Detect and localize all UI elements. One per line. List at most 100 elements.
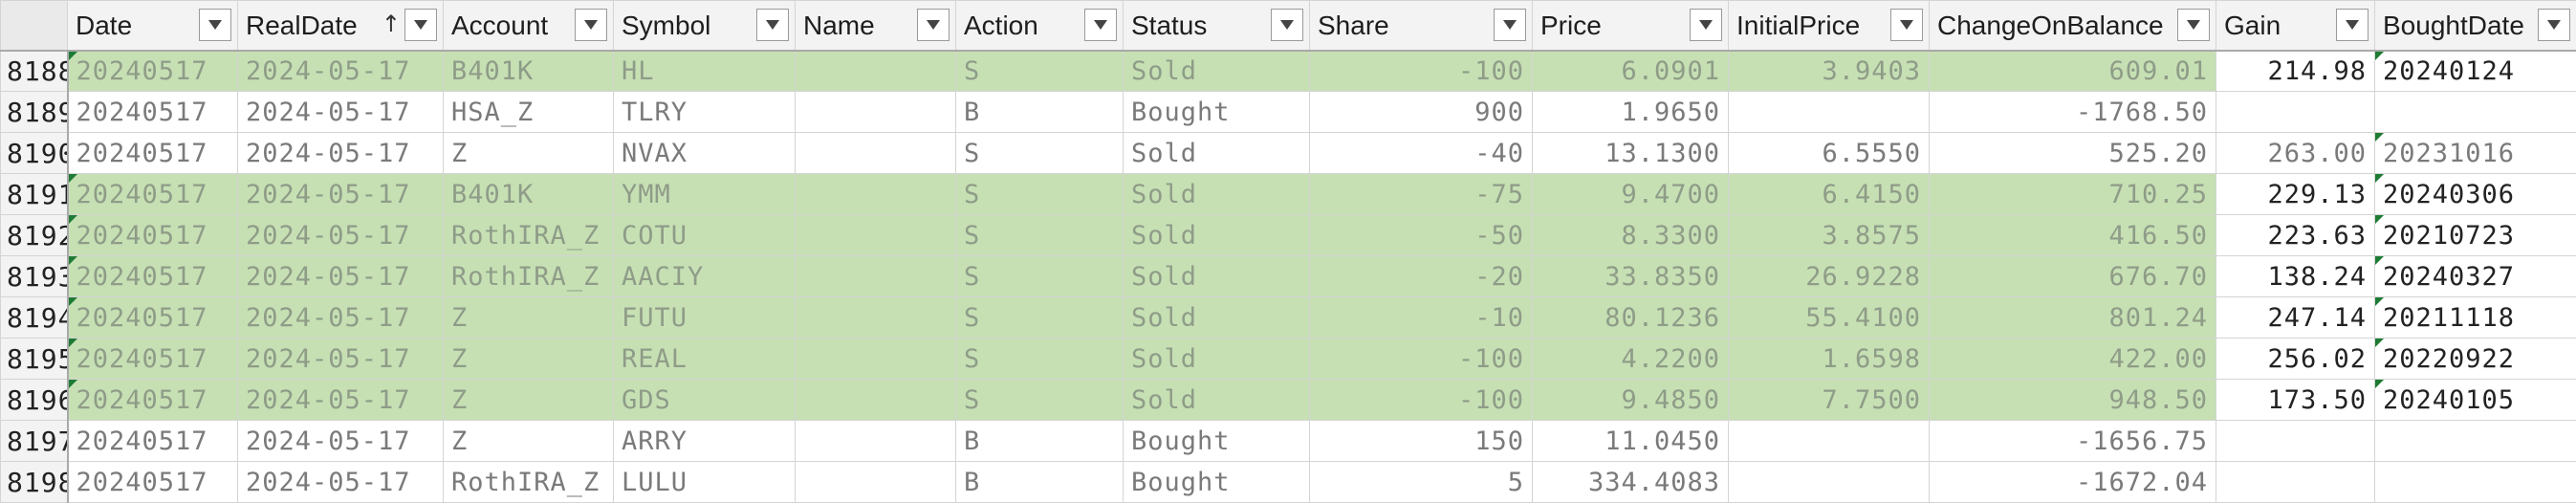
cell-gain[interactable]: 263.00 xyxy=(2216,133,2375,174)
cell-gain[interactable]: 223.63 xyxy=(2216,215,2375,256)
cell-realdate[interactable]: 2024-05-17 xyxy=(238,215,444,256)
cell-date[interactable]: 20240517 xyxy=(68,421,238,462)
table-row[interactable]: 8194202405172024-05-17ZFUTUSSold-1080.12… xyxy=(1,297,2576,339)
cell-boughtdate[interactable] xyxy=(2375,421,2576,462)
column-header-change[interactable]: ChangeOnBalance xyxy=(1930,1,2216,51)
cell-name[interactable] xyxy=(796,297,956,339)
cell-share[interactable]: -100 xyxy=(1310,51,1533,92)
cell-date[interactable]: 20240517 xyxy=(68,256,238,297)
cell-gain[interactable]: 247.14 xyxy=(2216,297,2375,339)
cell-name[interactable] xyxy=(796,256,956,297)
row-number[interactable]: 8194 xyxy=(1,297,68,339)
cell-price[interactable]: 33.8350 xyxy=(1533,256,1729,297)
cell-date[interactable]: 20240517 xyxy=(68,462,238,503)
cell-boughtdate[interactable]: 20211118 xyxy=(2375,297,2576,339)
cell-symbol[interactable]: AACIY xyxy=(614,256,796,297)
filter-dropdown-icon[interactable] xyxy=(1494,9,1526,41)
cell-name[interactable] xyxy=(796,339,956,380)
filter-dropdown-icon[interactable] xyxy=(575,9,607,41)
cell-change[interactable]: 710.25 xyxy=(1930,174,2216,215)
cell-account[interactable]: Z xyxy=(444,133,614,174)
cell-price[interactable]: 9.4850 xyxy=(1533,380,1729,421)
cell-share[interactable]: 5 xyxy=(1310,462,1533,503)
cell-account[interactable]: HSA_Z xyxy=(444,92,614,133)
cell-change[interactable]: 948.50 xyxy=(1930,380,2216,421)
column-header-action[interactable]: Action xyxy=(956,1,1124,51)
cell-share[interactable]: -100 xyxy=(1310,339,1533,380)
column-header-date[interactable]: Date xyxy=(68,1,238,51)
cell-initialprice[interactable] xyxy=(1729,421,1930,462)
cell-initialprice[interactable]: 7.7500 xyxy=(1729,380,1930,421)
cell-price[interactable]: 4.2200 xyxy=(1533,339,1729,380)
filter-dropdown-icon[interactable] xyxy=(2538,9,2570,41)
cell-boughtdate[interactable]: 20210723 xyxy=(2375,215,2576,256)
cell-realdate[interactable]: 2024-05-17 xyxy=(238,421,444,462)
cell-symbol[interactable]: ARRY xyxy=(614,421,796,462)
cell-boughtdate[interactable]: 20240306 xyxy=(2375,174,2576,215)
row-number[interactable]: 8196 xyxy=(1,380,68,421)
row-number[interactable]: 8188 xyxy=(1,51,68,92)
filter-dropdown-icon[interactable] xyxy=(199,9,231,41)
cell-action[interactable]: B xyxy=(956,421,1124,462)
cell-account[interactable]: Z xyxy=(444,297,614,339)
cell-action[interactable]: S xyxy=(956,51,1124,92)
cell-name[interactable] xyxy=(796,380,956,421)
cell-account[interactable]: Z xyxy=(444,339,614,380)
cell-share[interactable]: -75 xyxy=(1310,174,1533,215)
filter-dropdown-icon[interactable] xyxy=(2177,9,2210,41)
row-number[interactable]: 8189 xyxy=(1,92,68,133)
cell-symbol[interactable]: YMM xyxy=(614,174,796,215)
cell-initialprice[interactable]: 55.4100 xyxy=(1729,297,1930,339)
cell-gain[interactable]: 138.24 xyxy=(2216,256,2375,297)
column-header-realdate[interactable]: RealDate↑ xyxy=(238,1,444,51)
table-row[interactable]: 8197202405172024-05-17ZARRYBBought15011.… xyxy=(1,421,2576,462)
cell-symbol[interactable]: NVAX xyxy=(614,133,796,174)
cell-price[interactable]: 11.0450 xyxy=(1533,421,1729,462)
cell-change[interactable]: 422.00 xyxy=(1930,339,2216,380)
table-row[interactable]: 8196202405172024-05-17ZGDSSSold-1009.485… xyxy=(1,380,2576,421)
table-row[interactable]: 8193202405172024-05-17RothIRA_ZAACIYSSol… xyxy=(1,256,2576,297)
cell-share[interactable]: -20 xyxy=(1310,256,1533,297)
cell-account[interactable]: Z xyxy=(444,421,614,462)
cell-date[interactable]: 20240517 xyxy=(68,297,238,339)
filter-dropdown-icon[interactable] xyxy=(1890,9,1923,41)
cell-name[interactable] xyxy=(796,92,956,133)
cell-name[interactable] xyxy=(796,133,956,174)
cell-change[interactable]: 525.20 xyxy=(1930,133,2216,174)
cell-account[interactable]: B401K xyxy=(444,174,614,215)
cell-price[interactable]: 1.9650 xyxy=(1533,92,1729,133)
cell-gain[interactable]: 256.02 xyxy=(2216,339,2375,380)
cell-change[interactable]: -1656.75 xyxy=(1930,421,2216,462)
cell-symbol[interactable]: REAL xyxy=(614,339,796,380)
cell-realdate[interactable]: 2024-05-17 xyxy=(238,297,444,339)
cell-date[interactable]: 20240517 xyxy=(68,339,238,380)
cell-action[interactable]: S xyxy=(956,256,1124,297)
cell-initialprice[interactable]: 26.9228 xyxy=(1729,256,1930,297)
filter-dropdown-icon[interactable] xyxy=(1271,9,1303,41)
cell-realdate[interactable]: 2024-05-17 xyxy=(238,133,444,174)
cell-account[interactable]: Z xyxy=(444,380,614,421)
cell-status[interactable]: Sold xyxy=(1124,380,1310,421)
column-header-share[interactable]: Share xyxy=(1310,1,1533,51)
column-header-symbol[interactable]: Symbol xyxy=(614,1,796,51)
cell-status[interactable]: Sold xyxy=(1124,339,1310,380)
cell-date[interactable]: 20240517 xyxy=(68,51,238,92)
cell-date[interactable]: 20240517 xyxy=(68,380,238,421)
cell-date[interactable]: 20240517 xyxy=(68,174,238,215)
table-row[interactable]: 8198202405172024-05-17RothIRA_ZLULUBBoug… xyxy=(1,462,2576,503)
cell-realdate[interactable]: 2024-05-17 xyxy=(238,380,444,421)
cell-status[interactable]: Sold xyxy=(1124,133,1310,174)
filter-dropdown-icon[interactable] xyxy=(917,9,950,41)
cell-initialprice[interactable]: 6.5550 xyxy=(1729,133,1930,174)
table-row[interactable]: 8192202405172024-05-17RothIRA_ZCOTUSSold… xyxy=(1,215,2576,256)
table-row[interactable]: 8191202405172024-05-17B401KYMMSSold-759.… xyxy=(1,174,2576,215)
cell-boughtdate[interactable]: 20220922 xyxy=(2375,339,2576,380)
table-row[interactable]: 8188202405172024-05-17B401KHLSSold-1006.… xyxy=(1,51,2576,92)
cell-status[interactable]: Bought xyxy=(1124,462,1310,503)
cell-realdate[interactable]: 2024-05-17 xyxy=(238,256,444,297)
cell-gain[interactable]: 173.50 xyxy=(2216,380,2375,421)
cell-date[interactable]: 20240517 xyxy=(68,215,238,256)
cell-realdate[interactable]: 2024-05-17 xyxy=(238,339,444,380)
cell-price[interactable]: 80.1236 xyxy=(1533,297,1729,339)
cell-realdate[interactable]: 2024-05-17 xyxy=(238,174,444,215)
